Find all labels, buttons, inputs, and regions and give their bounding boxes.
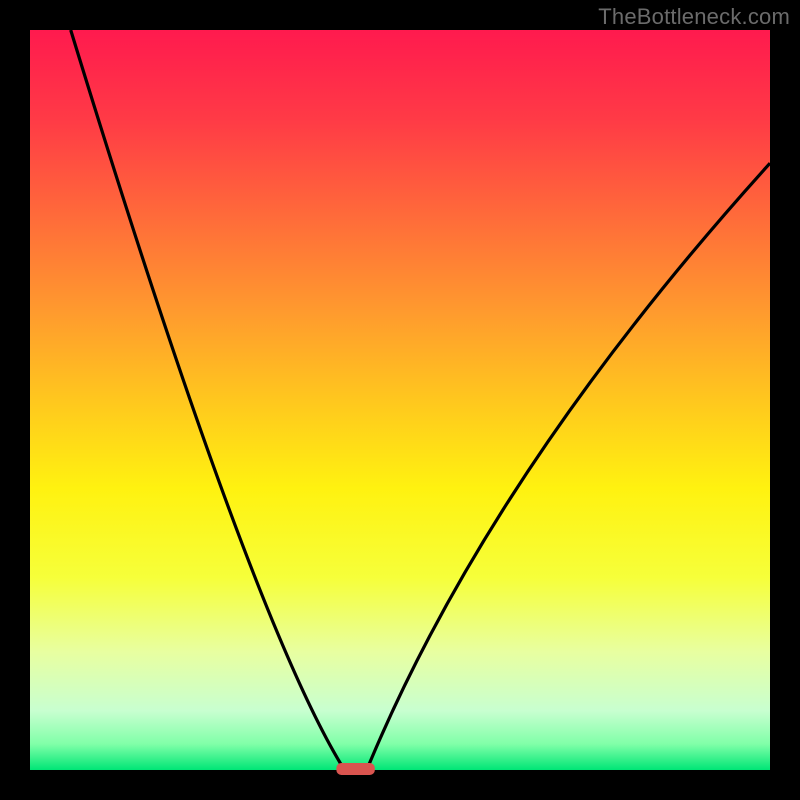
watermark-text: TheBottleneck.com <box>598 4 790 30</box>
plot-background <box>30 30 770 770</box>
optimal-range-marker <box>336 763 374 775</box>
bottleneck-chart <box>0 0 800 800</box>
